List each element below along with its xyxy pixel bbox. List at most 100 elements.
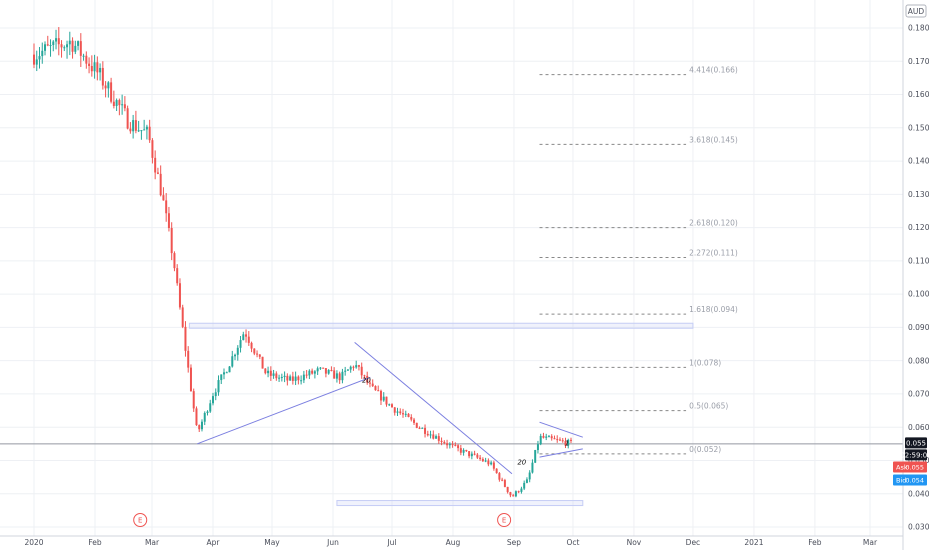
candle-body <box>322 367 325 369</box>
currency-label: AUD <box>908 7 925 16</box>
trend-line <box>539 421 583 438</box>
time-tick-label: Dec <box>686 538 701 547</box>
candle-body <box>107 82 110 89</box>
ask-tag-bg <box>893 461 927 473</box>
price-tick-label: 0.170 <box>908 57 930 66</box>
candle-body <box>88 63 91 66</box>
candle-body <box>399 411 402 414</box>
candle-body <box>558 439 561 441</box>
wave-annotation: 20 <box>362 376 371 384</box>
candle-body <box>68 40 71 45</box>
candle-body <box>253 348 256 354</box>
support-zone <box>188 322 694 329</box>
candle-body <box>476 454 479 458</box>
candle-body <box>206 411 209 413</box>
candle-body <box>176 268 179 284</box>
candle-body <box>110 82 113 102</box>
candle-body <box>503 480 506 487</box>
time-tick-label: Sep <box>507 538 521 547</box>
candle-body <box>79 41 82 56</box>
candle-body <box>319 367 322 369</box>
candle-body <box>468 451 471 457</box>
fib-level-label: 0(0.052) <box>689 445 721 454</box>
candle-body <box>181 307 184 327</box>
candle-body <box>112 101 115 106</box>
time-tick-label: Apr <box>207 538 221 547</box>
candle-body <box>305 374 308 376</box>
candle-body <box>99 67 102 73</box>
fib-level-label: 2.618(0.120) <box>689 219 738 228</box>
candle-body <box>203 412 206 422</box>
candle-body <box>528 472 531 480</box>
candle-body <box>41 50 44 57</box>
candle-body <box>60 44 63 48</box>
candle-body <box>506 486 509 493</box>
earnings-marker[interactable]: E <box>497 513 512 527</box>
candle-body <box>335 373 338 379</box>
candle-body <box>33 54 35 65</box>
candle-body <box>291 376 294 381</box>
candle-body <box>35 59 38 65</box>
candle-body <box>184 326 187 351</box>
candle-body <box>209 403 212 412</box>
candle-body <box>539 435 542 445</box>
candle-body <box>429 434 432 436</box>
candle-body <box>115 100 118 106</box>
currency-badge[interactable]: AUD <box>905 4 927 18</box>
candle-body <box>459 448 462 453</box>
candle-body <box>470 453 473 457</box>
candle-body <box>258 354 261 357</box>
candle-body <box>154 157 157 173</box>
wave-annotation: 1 <box>565 439 569 447</box>
candle-body <box>390 404 393 408</box>
candle-body <box>567 439 570 446</box>
earnings-marker-label: E <box>502 517 506 525</box>
candle-body <box>564 441 567 446</box>
countdown-tag[interactable]: 02:59:08 <box>900 449 932 461</box>
candle-body <box>121 104 124 106</box>
price-tick-label: 0.060 <box>908 423 930 432</box>
candle-body <box>454 444 457 446</box>
candle-body <box>55 38 58 42</box>
candle-body <box>379 390 382 401</box>
candle-body <box>272 373 275 376</box>
last-price-tag[interactable]: 0.055 <box>905 437 927 449</box>
time-tick-label: Jun <box>326 538 339 547</box>
candle-body <box>355 365 358 368</box>
candle-body <box>93 62 96 72</box>
candle-body <box>388 404 391 406</box>
candle-body <box>132 120 135 132</box>
annotations: 20 20 1 E E <box>133 376 569 527</box>
candle-body <box>38 56 41 60</box>
price-tick-label: 0.130 <box>908 190 930 199</box>
candle-body <box>264 368 267 374</box>
price-tick-label: 0.110 <box>908 256 930 265</box>
time-tick-label: Aug <box>446 538 461 547</box>
candle-body <box>512 495 515 497</box>
price-axis[interactable]: 0.180 0.170 0.160 0.150 0.140 0.130 0.120 0.110… <box>893 0 932 550</box>
candle-body <box>159 173 162 196</box>
last-price-tag-bg <box>905 437 927 449</box>
candle-body <box>200 421 203 430</box>
candle-body <box>374 386 377 391</box>
candle-body <box>368 382 371 384</box>
candle-body <box>435 436 438 439</box>
candle-body <box>324 368 327 374</box>
candle-body <box>134 120 137 131</box>
candle-body <box>242 334 245 341</box>
candle-body <box>267 370 270 374</box>
candle-body <box>440 440 443 442</box>
time-axis[interactable]: 2020 Feb Mar Apr May Jun Jul Aug Sep Oct Nov Dec 202… <box>0 535 903 547</box>
candle-body <box>74 45 77 52</box>
candle-body <box>217 380 220 393</box>
earnings-marker[interactable]: E <box>133 513 148 527</box>
candle-body <box>170 228 173 254</box>
price-tick-label: 0.030 <box>908 523 930 532</box>
candle-body <box>330 370 333 372</box>
candle-body <box>415 422 418 428</box>
candle-body <box>308 370 311 376</box>
